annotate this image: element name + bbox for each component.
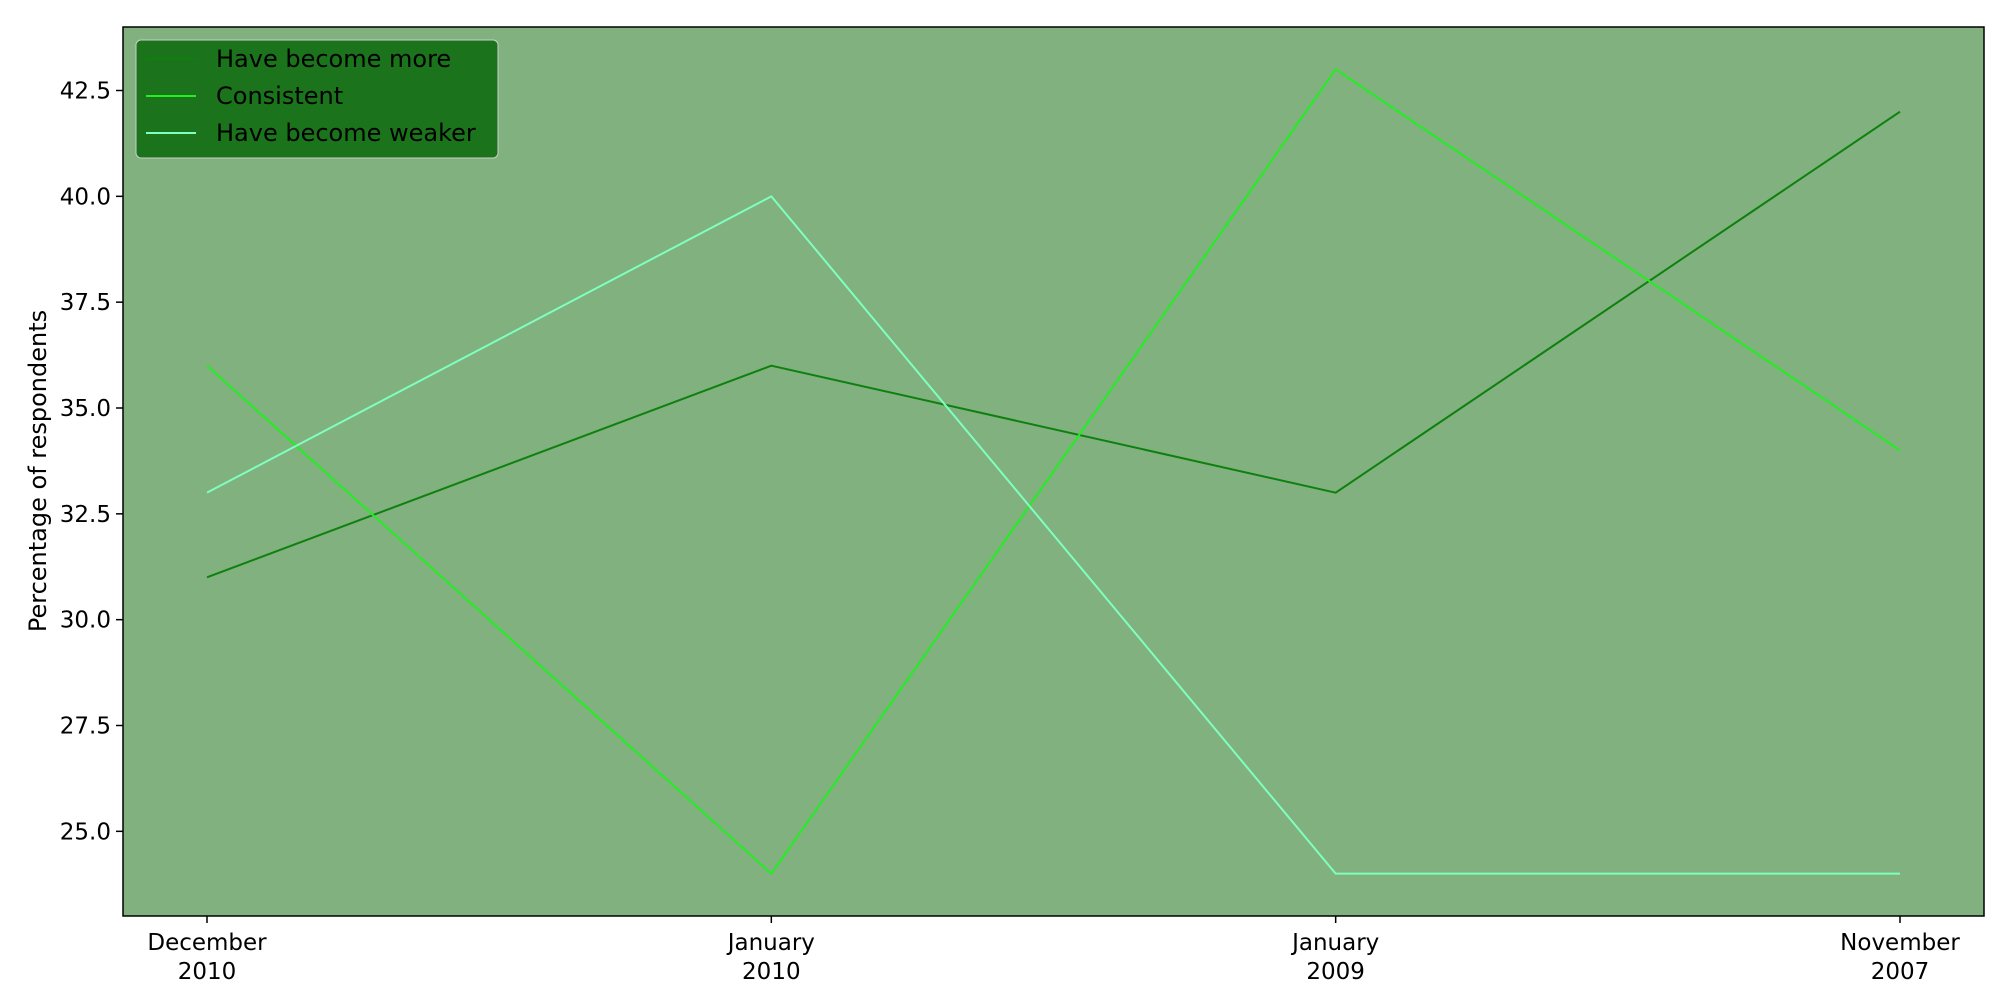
- x-tick-label: January 2010: [726, 930, 815, 985]
- y-tick-label: 35.0: [60, 396, 111, 422]
- y-tick-label: 25.0: [60, 819, 111, 845]
- series-line-1: [206, 110, 1901, 579]
- y-tick-label: 30.0: [60, 608, 111, 634]
- x-tick-label-line: 2009: [1306, 959, 1365, 985]
- x-tick-label-line: December: [147, 930, 267, 956]
- x-tick-label-line: November: [1840, 930, 1960, 956]
- x-tick-label: November 2007: [1840, 930, 1960, 985]
- legend-label: Consistent: [216, 82, 343, 110]
- x-tick-label-line: 2010: [178, 959, 237, 985]
- series-line-2: [206, 68, 1901, 875]
- y-tick-label: 40.0: [60, 184, 111, 210]
- legend: Have become more Consistent Have become we…: [135, 39, 499, 159]
- legend-label: Have become more: [216, 45, 451, 73]
- y-tick-label: 27.5: [60, 714, 111, 740]
- x-tick-label: January 2009: [1290, 930, 1379, 985]
- y-tick-label: 32.5: [60, 502, 111, 528]
- y-axis-label: Percentage of respondents: [24, 310, 52, 632]
- series-lines: [206, 68, 1901, 875]
- x-tick-label-line: 2010: [742, 959, 801, 985]
- x-tick-label-line: 2007: [1871, 959, 1930, 985]
- series-line-3: [206, 195, 1900, 875]
- x-tick-label-line: January: [1290, 930, 1379, 956]
- x-tick-label: December 2010: [147, 930, 267, 985]
- x-axis: December 2010 January 2010 January 2009 Novemb…: [147, 916, 1960, 985]
- y-tick-label: 42.5: [60, 79, 111, 105]
- y-tick-label: 37.5: [60, 290, 111, 316]
- legend-label: Have become weaker: [216, 119, 476, 147]
- legend-box: [135, 39, 499, 159]
- y-axis: 25.0 27.5 30.0 32.5 35.0 37.5 40.0 42.5: [60, 79, 123, 845]
- x-tick-label-line: January: [726, 930, 815, 956]
